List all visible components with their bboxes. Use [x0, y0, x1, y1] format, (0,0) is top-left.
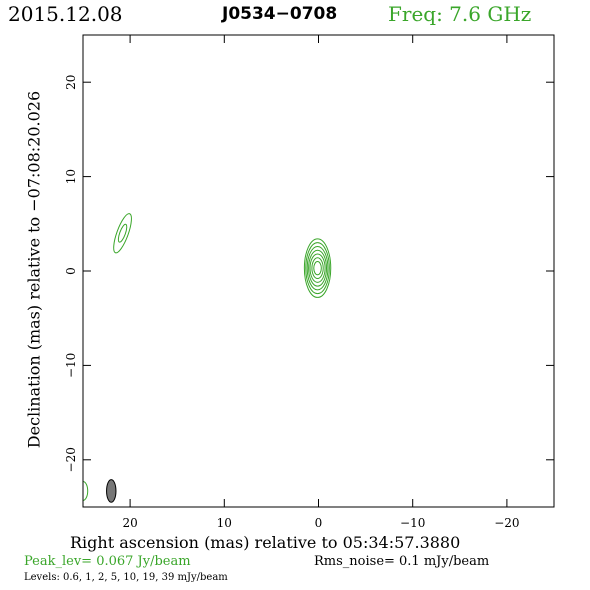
contour-levels: Levels: 0.6, 1, 2, 5, 10, 19, 39 mJy/bea… [24, 572, 228, 583]
y-axis-label: Declination (mas) relative to −07:08:20.… [24, 90, 44, 449]
frequency-label: Freq: 7.6 GHz [388, 2, 532, 26]
main-contour-5 [311, 257, 324, 280]
peak-level: Peak_lev= 0.067 Jy/beam [24, 554, 191, 569]
y-tick-label-0: 20 [64, 75, 78, 90]
main-contour-2 [306, 245, 329, 291]
contour-layer [83, 213, 332, 503]
rms-noise: Rms_noise= 0.1 mJy/beam [314, 554, 490, 569]
axis-ticks: 20 10 0 −10 −20 20 10 0 −10 −20 [64, 35, 554, 530]
beam-ellipse [106, 479, 117, 503]
x-tick-label-2: 0 [315, 516, 323, 530]
main-contour-3 [308, 249, 328, 287]
secondary-contour-0 [113, 213, 132, 254]
main-contour-0 [303, 238, 332, 298]
plot-frame [82, 34, 555, 508]
x-tick-label-3: −10 [400, 516, 425, 530]
y-tick-label-1: 10 [64, 169, 78, 184]
main-contour-1 [305, 242, 330, 295]
x-tick-label-1: 10 [217, 516, 232, 530]
y-tick-label-2: 0 [64, 267, 78, 275]
x-tick-label-0: 20 [122, 516, 137, 530]
observation-date: 2015.12.08 [8, 2, 123, 26]
x-tick-label-4: −20 [494, 516, 519, 530]
source-name: J0534−0708 [222, 4, 338, 24]
secondary-contour-1 [117, 223, 128, 243]
y-tick-label-4: −20 [64, 447, 78, 472]
main-contour-4 [309, 253, 326, 283]
main-contour-6 [313, 261, 322, 276]
y-tick-label-3: −10 [64, 353, 78, 378]
x-axis-label: Right ascension (mas) relative to 05:34:… [70, 533, 461, 552]
